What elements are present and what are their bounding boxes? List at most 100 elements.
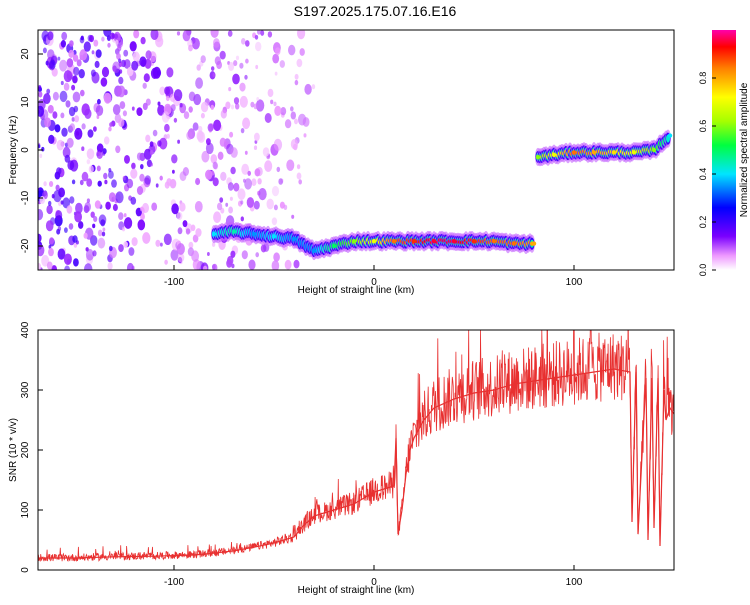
spectrogram-speckle bbox=[64, 227, 68, 233]
spectrogram-speckle bbox=[93, 39, 99, 47]
spectrogram-speckle bbox=[90, 211, 95, 218]
spectrogram-speckle bbox=[220, 109, 227, 119]
spectrogram-speckle bbox=[296, 164, 301, 170]
spectrogram-speckle bbox=[38, 209, 44, 221]
x-tick-label: -100 bbox=[164, 577, 184, 588]
spectrogram-speckle bbox=[73, 66, 80, 76]
spectrogram-speckle bbox=[227, 30, 233, 37]
spectrogram-speckle bbox=[311, 84, 316, 90]
spectrogram-speckle bbox=[217, 202, 223, 211]
spectrogram-speckle bbox=[239, 62, 244, 69]
spectrogram-speckle bbox=[136, 152, 143, 161]
spectrogram-speckle bbox=[273, 204, 278, 211]
spectrogram-speckle bbox=[213, 211, 222, 223]
x-tick-label: 0 bbox=[371, 277, 377, 288]
spectrogram-speckle bbox=[219, 50, 226, 60]
spectrogram-speckle bbox=[233, 97, 240, 105]
spectrogram-speckle bbox=[271, 217, 278, 226]
spectrogram-speckle bbox=[57, 248, 66, 260]
y-tick-label: 10 bbox=[20, 96, 31, 108]
spectrogram-speckle bbox=[245, 40, 250, 47]
spectrogram-speckle bbox=[118, 118, 125, 128]
colorbar-tick-label: 0.0 bbox=[698, 264, 708, 277]
spectrogram-speckle bbox=[54, 124, 61, 133]
spectrogram-speckle bbox=[211, 66, 215, 71]
spectrogram-speckle bbox=[177, 252, 185, 263]
spectrogram-speckle bbox=[118, 58, 122, 63]
spectrogram-speckle bbox=[244, 150, 248, 155]
ridge-point bbox=[451, 239, 457, 244]
spectrogram-speckle bbox=[157, 101, 161, 106]
spectrogram-speckle bbox=[126, 178, 134, 189]
spectrogram-speckle bbox=[240, 128, 245, 134]
spectrogram-speckle bbox=[196, 130, 204, 141]
spectrogram-speckle bbox=[78, 221, 84, 229]
spectrogram-speckle bbox=[38, 91, 43, 98]
spectrogram-speckle bbox=[111, 179, 117, 188]
spectrogram-speckle bbox=[87, 129, 94, 138]
spectrogram-speckle bbox=[94, 200, 101, 209]
spectrogram-speckle bbox=[262, 147, 270, 157]
spectrogram-speckle bbox=[60, 200, 64, 205]
ridge-point bbox=[391, 239, 397, 244]
x-tick-label: 0 bbox=[371, 577, 377, 588]
spectrogram-speckle bbox=[226, 259, 233, 268]
spectrogram-speckle bbox=[201, 150, 210, 163]
spectrogram-speckle bbox=[240, 216, 244, 222]
spectrogram-speckle bbox=[96, 114, 100, 119]
spectrogram-speckle bbox=[302, 117, 310, 127]
spectrogram-speckle bbox=[123, 59, 131, 69]
spectrogram-speckle bbox=[185, 228, 191, 235]
spectrogram-speckle bbox=[200, 101, 209, 113]
spectrogram-speckle bbox=[200, 112, 205, 119]
spectrogram-speckle bbox=[68, 49, 75, 59]
spectrogram-speckle bbox=[101, 231, 106, 237]
spectrogram-speckle bbox=[108, 168, 112, 173]
spectrogram-speckle bbox=[58, 187, 65, 198]
spectrogram-speckle bbox=[46, 204, 53, 215]
spectrogram-speckle bbox=[48, 247, 54, 257]
spectrogram-speckle bbox=[294, 79, 299, 86]
spectrogram-speckle bbox=[48, 134, 55, 144]
spectrogram-speckle bbox=[130, 196, 137, 205]
spectrogram-speckle bbox=[79, 36, 85, 44]
spectrogram-speckle bbox=[61, 127, 68, 137]
spectrogram-speckle bbox=[260, 30, 265, 36]
spectrogram-speckle bbox=[164, 259, 168, 265]
spectrogram-speckle bbox=[76, 59, 82, 67]
spectrogram-speckle bbox=[267, 88, 274, 98]
spectrogram-speckle bbox=[103, 172, 108, 180]
spectrogram-speckle bbox=[108, 192, 116, 203]
spectrogram-speckle bbox=[104, 179, 108, 185]
spectrogram-speckle bbox=[205, 142, 214, 154]
spectrogram-speckle bbox=[255, 252, 259, 258]
spectrogram-speckle bbox=[38, 233, 42, 243]
spectrogram-speckle bbox=[210, 30, 219, 38]
spectrogram-speckle bbox=[103, 30, 112, 37]
spectrogram-speckle bbox=[119, 69, 123, 74]
spectrogram-speckle bbox=[52, 111, 58, 119]
spectrogram-speckle bbox=[41, 254, 50, 267]
spectrogram-speckle bbox=[191, 38, 200, 50]
spectrogram-speckle bbox=[202, 265, 208, 270]
spectrogram-speckle bbox=[67, 160, 75, 171]
x-tick-label: 100 bbox=[566, 277, 583, 288]
spectrogram-speckle bbox=[101, 66, 110, 78]
spectrogram-speckle bbox=[75, 131, 80, 136]
snr-series-layer bbox=[38, 330, 674, 562]
spectrogram-speckle bbox=[84, 202, 91, 212]
spectrogram-speckle bbox=[119, 101, 126, 110]
spectrogram-speckle bbox=[129, 41, 137, 52]
spectrogram-speckle bbox=[244, 178, 253, 190]
spectrogram-speckle bbox=[245, 58, 249, 64]
spectrogram-speckle bbox=[253, 200, 260, 210]
spectrogram-speckle bbox=[194, 201, 203, 213]
spectrogram-speckle bbox=[255, 99, 265, 112]
spectrogram-speckle bbox=[149, 141, 154, 147]
spectrogram-speckle bbox=[186, 131, 193, 140]
spectrogram-speckle bbox=[280, 107, 287, 116]
spectrogram-speckle bbox=[257, 178, 262, 185]
spectrogram-speckle bbox=[271, 185, 280, 197]
spectrogram-speckle bbox=[64, 154, 71, 163]
spectrogram-speckle bbox=[150, 162, 154, 167]
